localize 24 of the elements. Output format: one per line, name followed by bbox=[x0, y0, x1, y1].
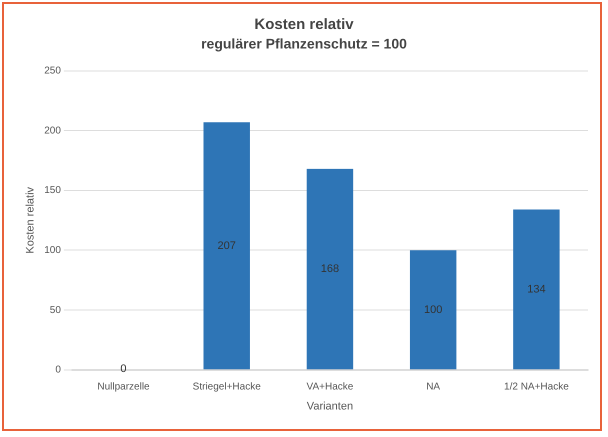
y-axis-title: Kosten relativ bbox=[24, 186, 37, 254]
chart-title: Kosten relativ bbox=[254, 16, 354, 34]
bar bbox=[410, 250, 456, 370]
x-tick-label: Nullparzelle bbox=[97, 382, 150, 393]
data-label: 100 bbox=[424, 304, 442, 316]
y-tick-label: 250 bbox=[44, 66, 62, 77]
data-label: 168 bbox=[320, 263, 340, 276]
y-tick-label: 200 bbox=[44, 125, 62, 136]
x-axis-title: Varianten bbox=[306, 400, 354, 412]
x-tick-label: Striegel+Hacke bbox=[192, 382, 262, 393]
y-tick-label: 150 bbox=[44, 185, 62, 196]
data-label: 134 bbox=[527, 283, 546, 296]
data-label: 0 bbox=[120, 362, 127, 375]
y-tick-label: 100 bbox=[44, 244, 62, 256]
x-tick-label: VA+Hacke bbox=[306, 382, 354, 393]
data-label: 207 bbox=[218, 240, 236, 252]
bar bbox=[306, 168, 354, 370]
y-tick-label: 0 bbox=[55, 364, 62, 376]
bar bbox=[203, 122, 250, 370]
y-tick-label: 50 bbox=[50, 304, 62, 316]
chart-subtitle: regulärer Pflanzenschutz = 100 bbox=[201, 35, 408, 52]
x-tick-label: NA bbox=[426, 382, 440, 393]
bar bbox=[513, 210, 560, 370]
x-tick-label: 1/2 NA+Hacke bbox=[504, 382, 570, 393]
